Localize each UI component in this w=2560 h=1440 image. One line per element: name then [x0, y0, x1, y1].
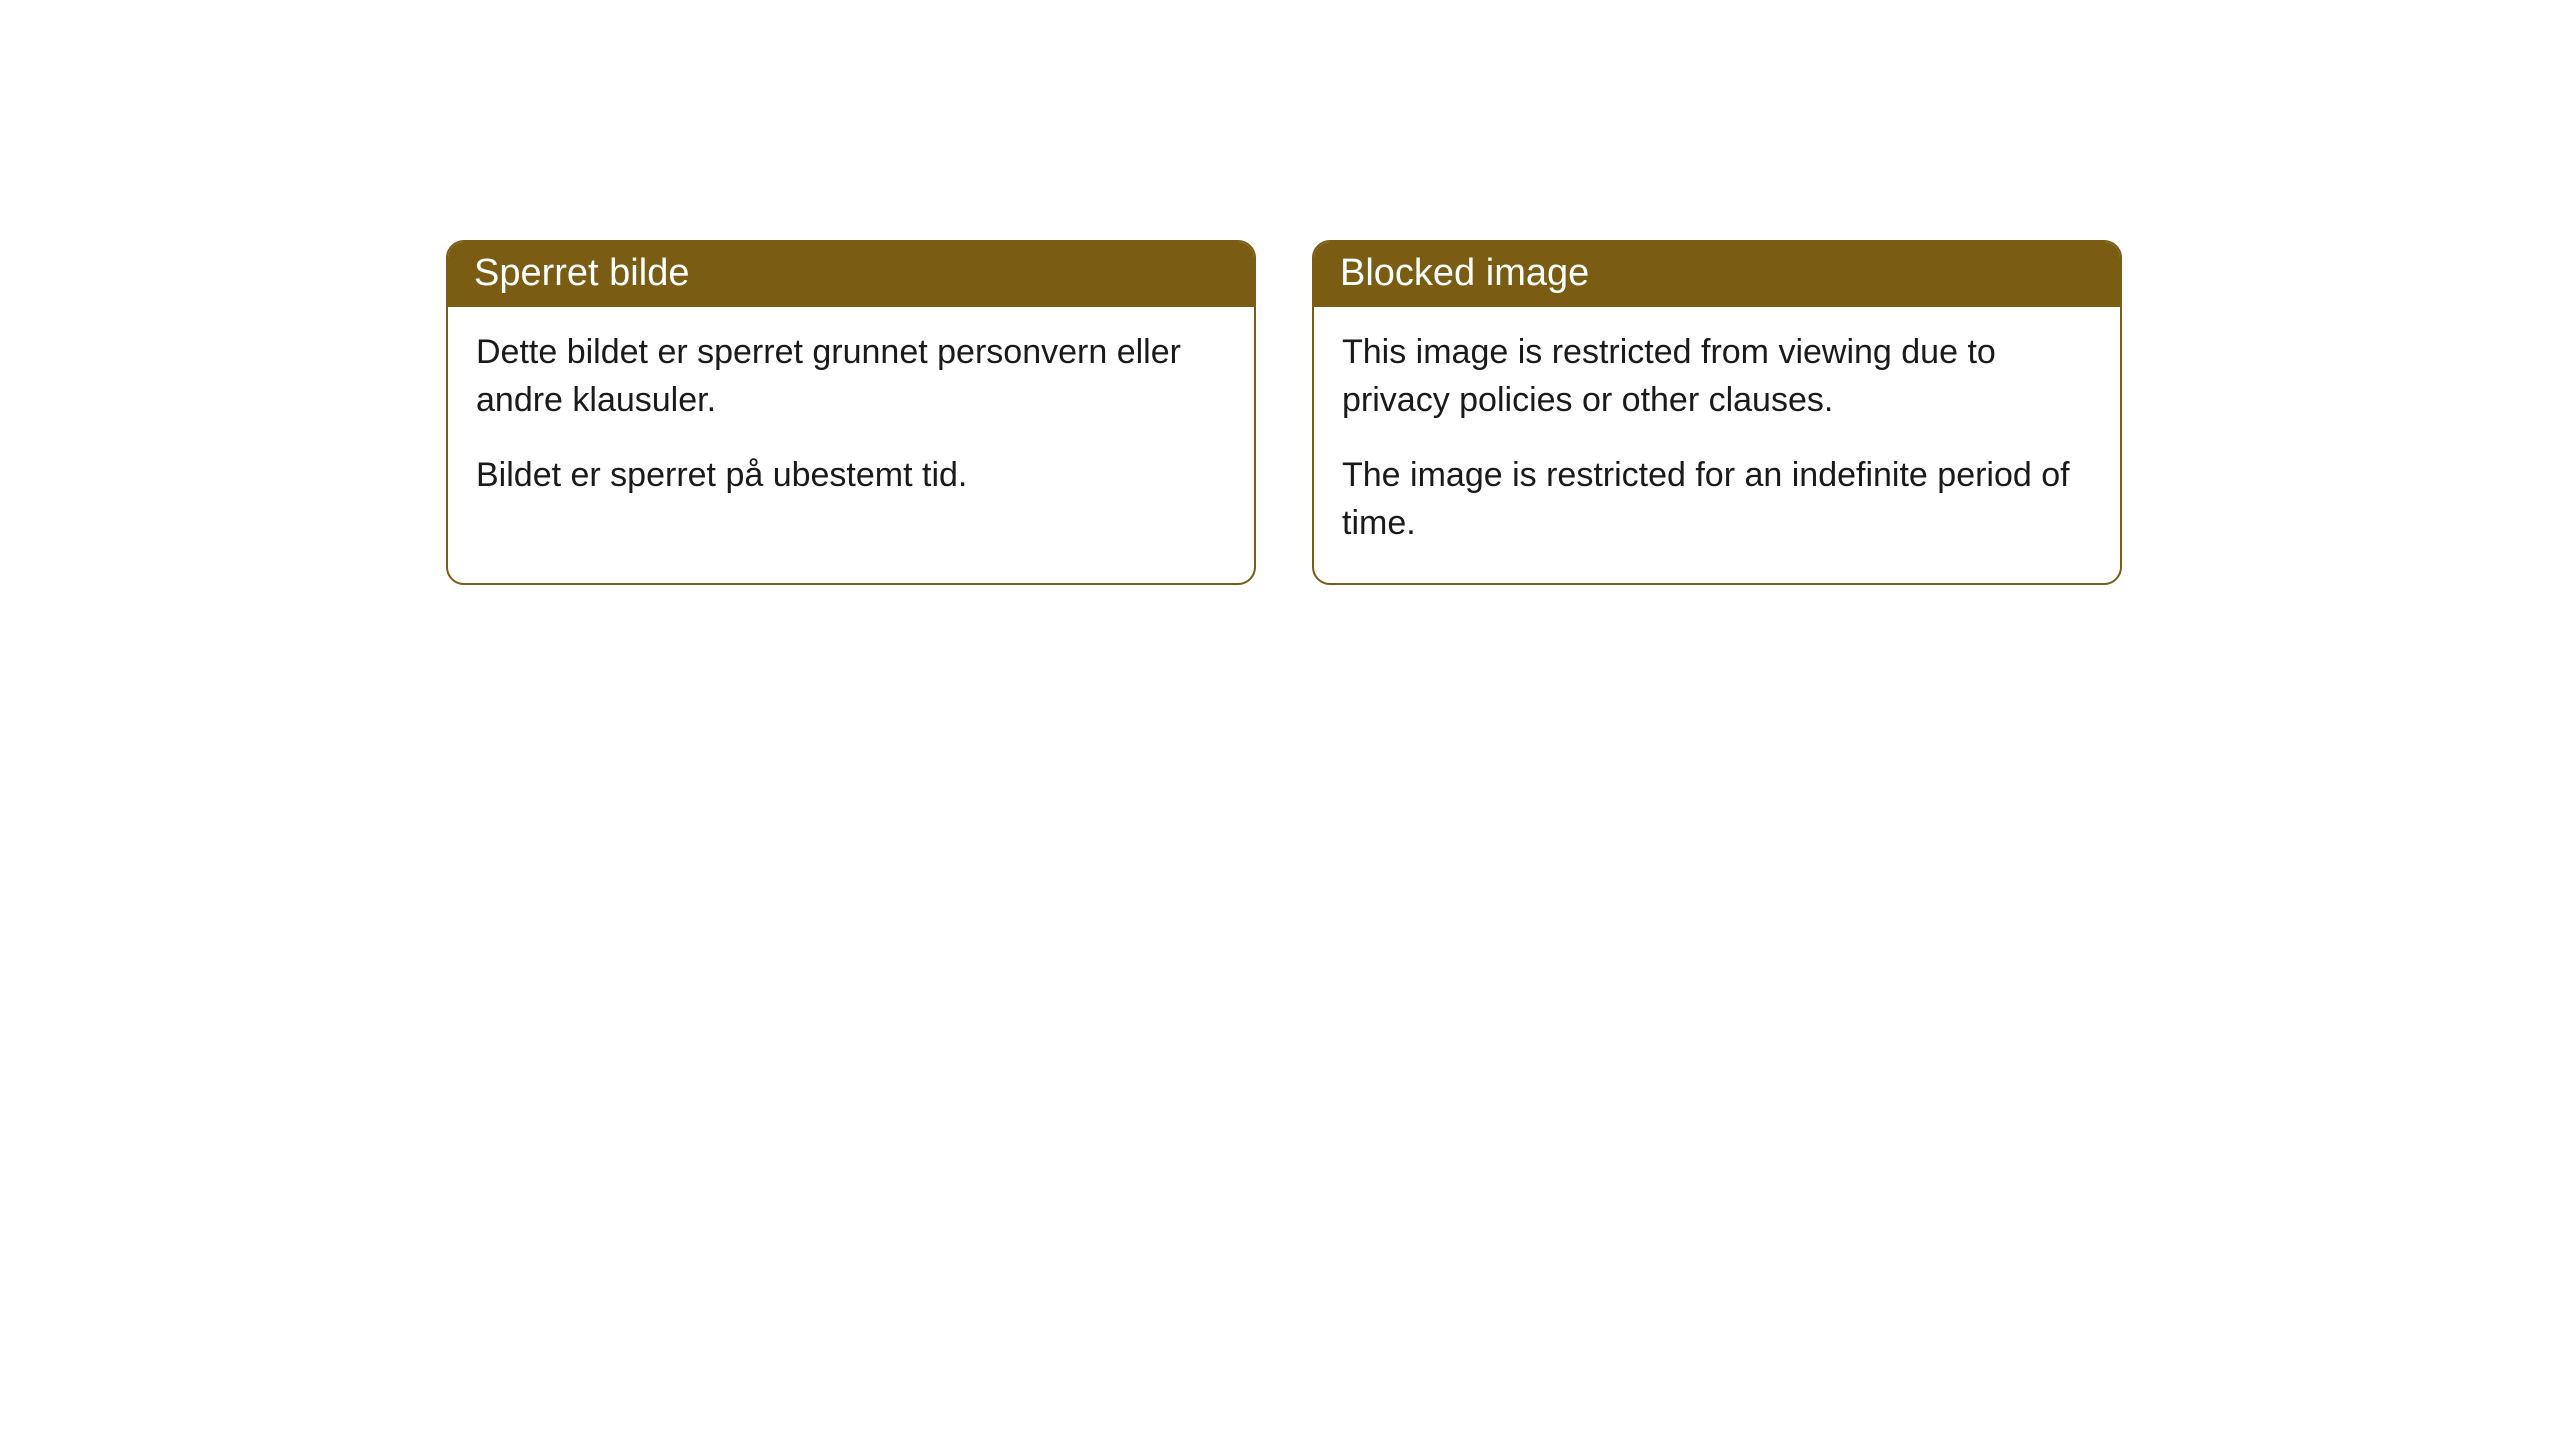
card-body: Dette bildet er sperret grunnet personve…: [448, 307, 1254, 536]
card-body: This image is restricted from viewing du…: [1314, 307, 2120, 583]
card-header: Sperret bilde: [448, 242, 1254, 307]
card-title: Sperret bilde: [474, 252, 689, 294]
card-paragraph: The image is restricted for an indefinit…: [1342, 452, 2092, 547]
card-paragraph: This image is restricted from viewing du…: [1342, 329, 2092, 424]
card-paragraph: Dette bildet er sperret grunnet personve…: [476, 329, 1226, 424]
card-title: Blocked image: [1340, 252, 1589, 294]
notice-card-norwegian: Sperret bilde Dette bildet er sperret gr…: [446, 240, 1256, 585]
card-header: Blocked image: [1314, 242, 2120, 307]
notice-container: Sperret bilde Dette bildet er sperret gr…: [0, 0, 2560, 585]
card-paragraph: Bildet er sperret på ubestemt tid.: [476, 452, 1226, 500]
notice-card-english: Blocked image This image is restricted f…: [1312, 240, 2122, 585]
